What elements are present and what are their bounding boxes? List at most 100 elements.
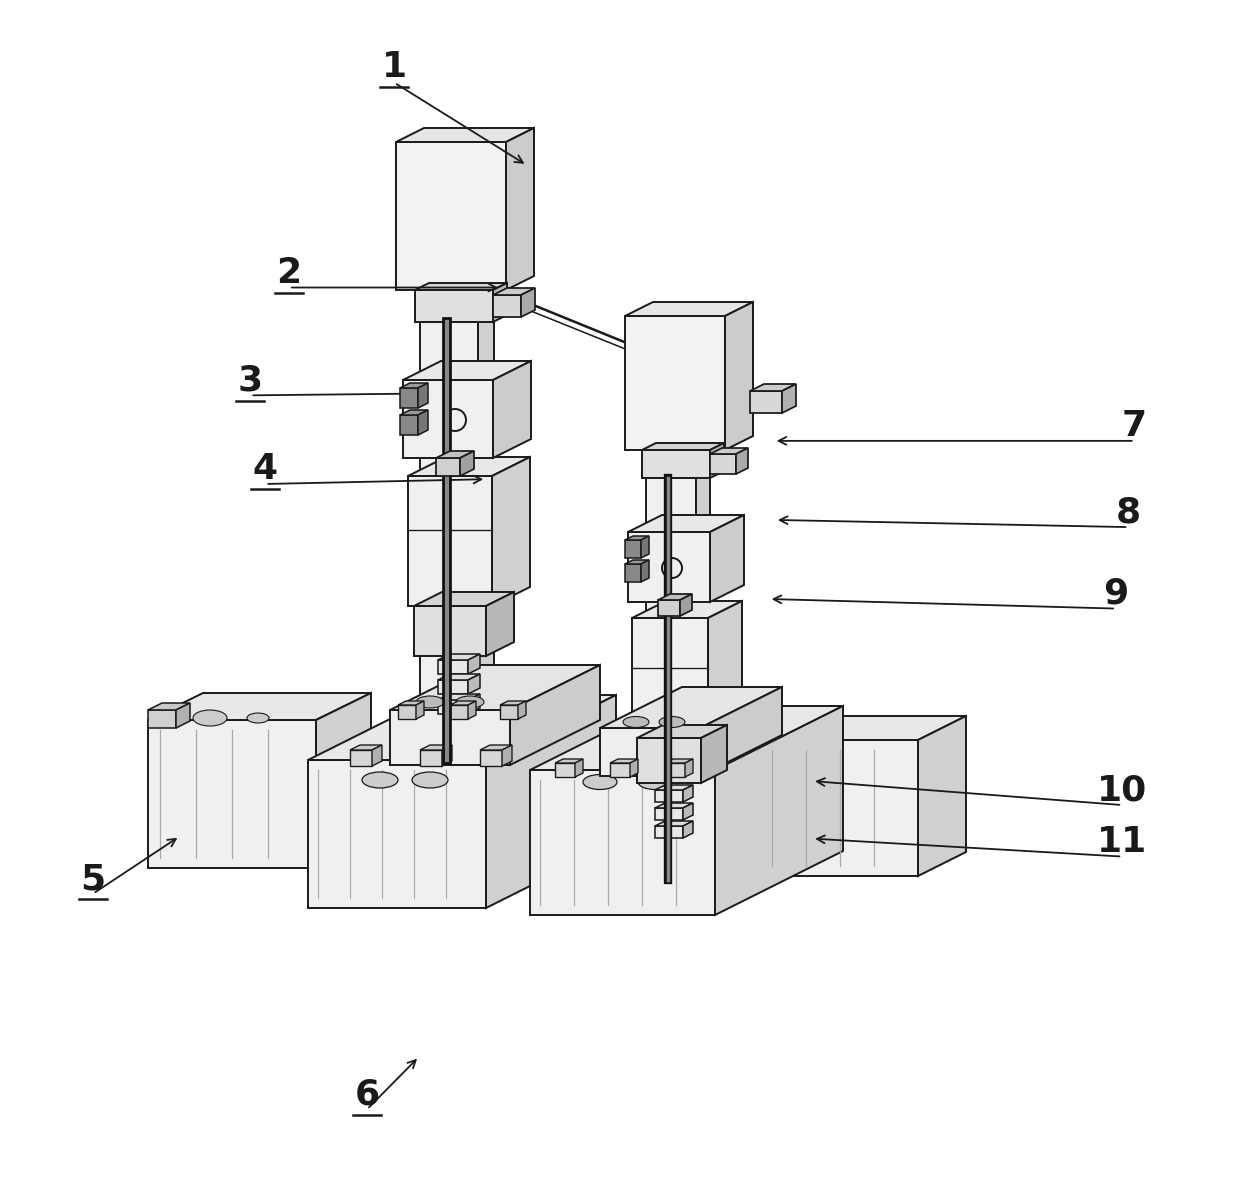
Text: 9: 9 (1104, 577, 1128, 611)
Polygon shape (420, 750, 441, 766)
Ellipse shape (583, 774, 618, 789)
Polygon shape (683, 803, 693, 819)
Polygon shape (494, 361, 531, 458)
Polygon shape (176, 703, 190, 728)
Polygon shape (632, 601, 742, 618)
Polygon shape (415, 283, 507, 290)
Polygon shape (398, 701, 424, 704)
Polygon shape (418, 383, 428, 409)
Polygon shape (655, 789, 683, 801)
Ellipse shape (415, 696, 444, 708)
Polygon shape (438, 700, 467, 714)
Text: 4: 4 (253, 453, 278, 486)
Polygon shape (625, 536, 649, 540)
Polygon shape (391, 710, 510, 766)
Polygon shape (401, 410, 428, 415)
Polygon shape (711, 443, 724, 478)
Polygon shape (494, 295, 521, 317)
Polygon shape (760, 716, 966, 740)
Polygon shape (655, 807, 683, 819)
Polygon shape (148, 710, 176, 728)
Polygon shape (420, 745, 453, 750)
Polygon shape (510, 665, 600, 766)
Polygon shape (414, 606, 486, 657)
Polygon shape (401, 388, 418, 409)
Polygon shape (625, 564, 641, 582)
Polygon shape (414, 592, 515, 606)
Polygon shape (396, 143, 506, 290)
Polygon shape (637, 738, 701, 783)
Ellipse shape (658, 716, 684, 727)
Polygon shape (148, 720, 316, 869)
Text: 8: 8 (1116, 496, 1141, 530)
Polygon shape (529, 770, 715, 915)
Text: 7: 7 (1122, 410, 1147, 443)
Polygon shape (500, 701, 526, 704)
Polygon shape (737, 448, 748, 474)
Polygon shape (556, 760, 583, 763)
Polygon shape (683, 785, 693, 801)
Polygon shape (625, 540, 641, 558)
Polygon shape (436, 450, 474, 458)
Polygon shape (529, 706, 843, 770)
Polygon shape (308, 760, 486, 908)
Text: 10: 10 (1097, 774, 1147, 807)
Polygon shape (683, 821, 693, 837)
Polygon shape (350, 745, 382, 750)
Polygon shape (518, 701, 526, 719)
Polygon shape (711, 515, 744, 603)
Polygon shape (438, 674, 480, 680)
Polygon shape (415, 701, 424, 719)
Polygon shape (658, 600, 680, 616)
Text: 3: 3 (238, 364, 263, 398)
Text: 5: 5 (81, 863, 105, 896)
Polygon shape (436, 458, 460, 476)
Polygon shape (398, 704, 415, 719)
Polygon shape (641, 536, 649, 558)
Polygon shape (750, 391, 782, 413)
Polygon shape (480, 750, 502, 766)
Polygon shape (725, 302, 753, 450)
Polygon shape (438, 654, 480, 660)
Polygon shape (438, 660, 467, 674)
Polygon shape (665, 760, 693, 763)
Polygon shape (500, 704, 518, 719)
Polygon shape (148, 692, 371, 720)
Polygon shape (630, 760, 639, 778)
Ellipse shape (362, 772, 398, 788)
Polygon shape (782, 385, 796, 413)
Polygon shape (467, 701, 476, 719)
Polygon shape (486, 695, 616, 908)
Polygon shape (655, 821, 693, 825)
Polygon shape (401, 415, 418, 435)
Polygon shape (655, 785, 693, 789)
Polygon shape (918, 716, 966, 876)
Polygon shape (684, 760, 693, 778)
Polygon shape (502, 745, 512, 766)
Polygon shape (680, 594, 692, 616)
Polygon shape (696, 471, 711, 869)
Polygon shape (420, 322, 477, 762)
Polygon shape (665, 763, 684, 778)
Polygon shape (492, 456, 529, 606)
Polygon shape (627, 515, 744, 532)
Polygon shape (701, 725, 727, 783)
Polygon shape (556, 763, 575, 778)
Polygon shape (646, 471, 711, 478)
Polygon shape (711, 454, 737, 474)
Polygon shape (401, 383, 428, 388)
Polygon shape (625, 302, 753, 316)
Polygon shape (396, 128, 534, 143)
Polygon shape (467, 674, 480, 694)
Polygon shape (460, 450, 474, 476)
Polygon shape (627, 532, 711, 603)
Polygon shape (646, 478, 696, 869)
Polygon shape (391, 665, 600, 710)
Text: 6: 6 (355, 1078, 379, 1112)
Ellipse shape (456, 696, 484, 708)
Polygon shape (438, 680, 467, 694)
Polygon shape (655, 825, 683, 837)
Polygon shape (480, 745, 512, 750)
Polygon shape (521, 288, 534, 317)
Polygon shape (641, 559, 649, 582)
